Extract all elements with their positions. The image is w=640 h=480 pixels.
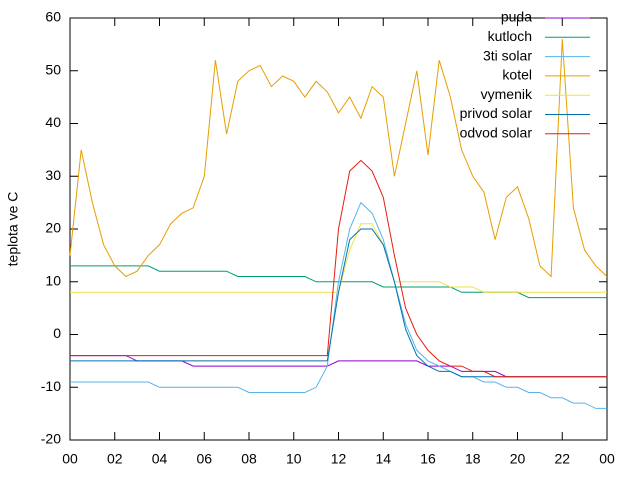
x-tick-label: 02 — [107, 451, 123, 467]
y-tick-label: 10 — [45, 272, 61, 288]
x-tick-label: 06 — [196, 451, 212, 467]
legend-label: privod solar — [460, 105, 533, 121]
x-tick-label: 00 — [62, 451, 78, 467]
y-tick-label: 20 — [45, 220, 61, 236]
y-tick-label: -20 — [41, 431, 61, 447]
y-tick-label: 50 — [45, 61, 61, 77]
legend-label: kotel — [502, 67, 532, 83]
x-tick-label: 10 — [286, 451, 302, 467]
legend-label: 3ti solar — [483, 47, 532, 63]
y-axis-label: teplota ve C — [5, 192, 21, 267]
series-line — [70, 228, 607, 378]
y-tick-label: 0 — [53, 325, 61, 341]
legend-label: kutloch — [488, 28, 532, 44]
series-line — [70, 355, 607, 378]
series-line — [70, 159, 607, 378]
x-tick-label: 16 — [420, 451, 436, 467]
x-tick-label: 04 — [152, 451, 168, 467]
x-tick-label: 00 — [599, 451, 615, 467]
legend-label: odvod solar — [460, 125, 533, 141]
series-line — [69, 39, 608, 278]
x-tick-label: 14 — [375, 451, 391, 467]
y-tick-label: 60 — [45, 9, 61, 25]
y-tick-label: -10 — [41, 378, 61, 394]
y-tick-label: 40 — [45, 114, 61, 130]
x-tick-label: 12 — [331, 451, 347, 467]
x-tick-label: 20 — [510, 451, 526, 467]
x-tick-label: 18 — [465, 451, 481, 467]
series-line — [70, 201, 607, 409]
x-tick-label: 08 — [241, 451, 257, 467]
y-tick-label: 30 — [45, 167, 61, 183]
x-tick-label: 22 — [554, 451, 570, 467]
legend-label: vymenik — [481, 86, 533, 102]
legend-label: puda — [501, 9, 532, 25]
